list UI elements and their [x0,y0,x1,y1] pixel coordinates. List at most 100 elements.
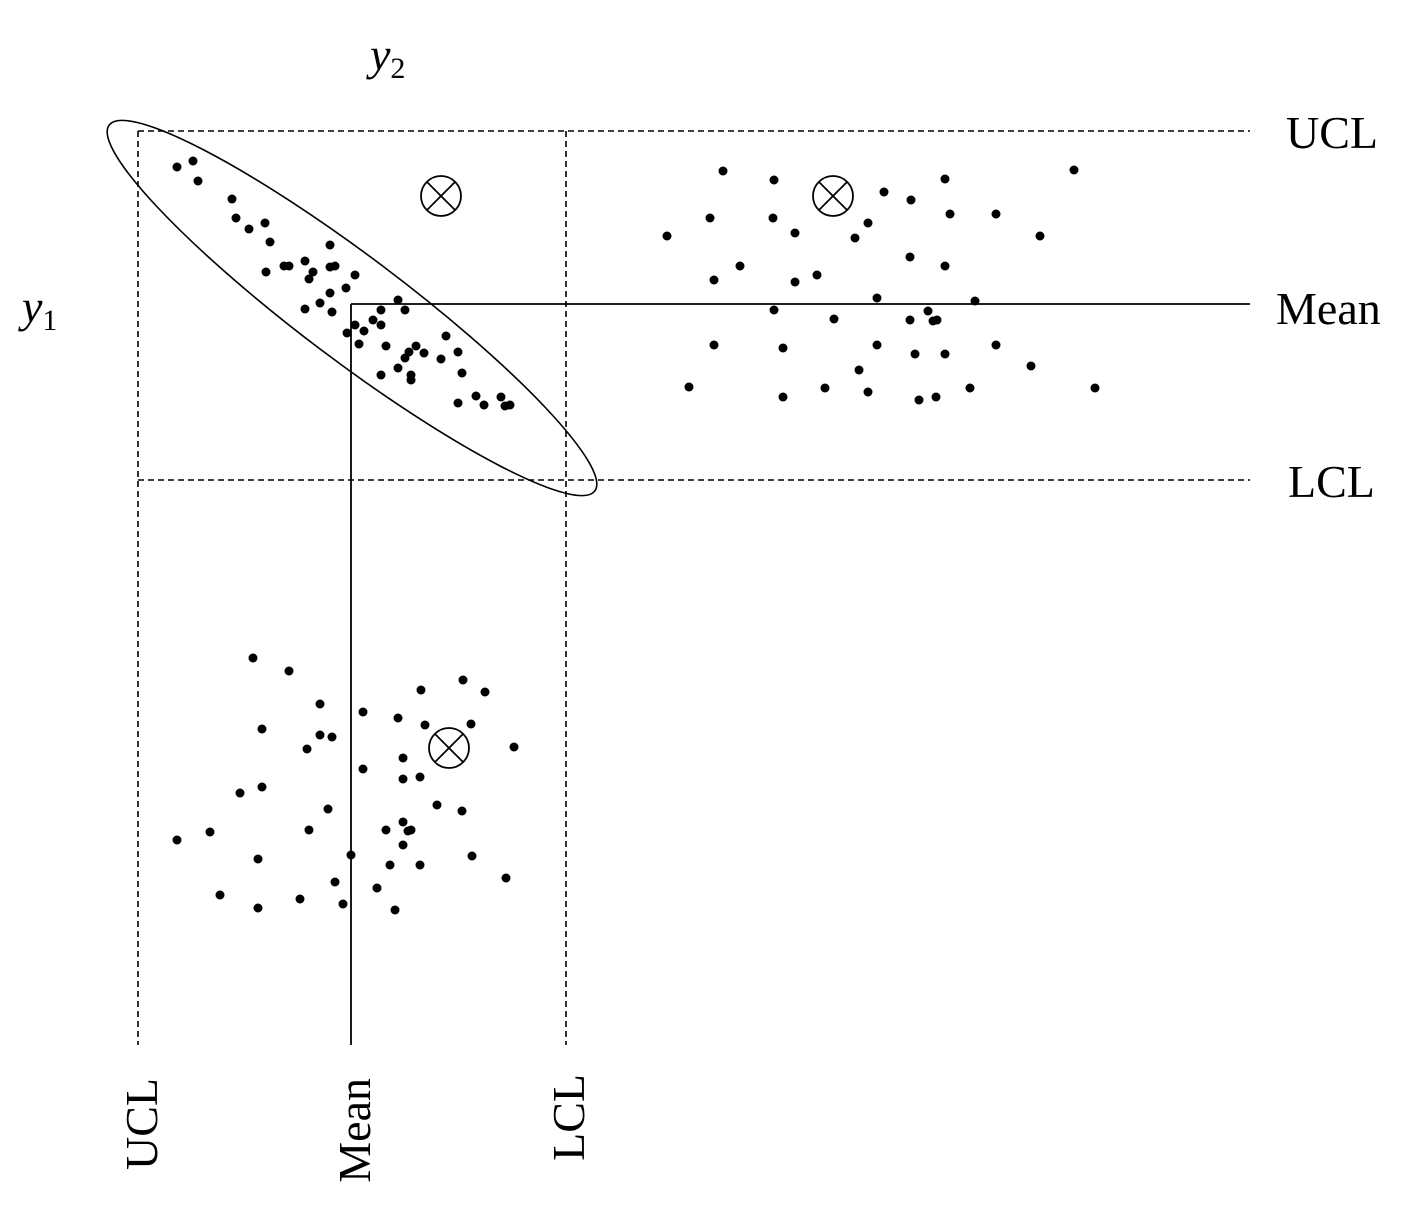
cluster-mean-marker [420,175,462,217]
point [458,675,468,685]
point [398,840,408,850]
point [829,314,839,324]
point [820,383,830,393]
point [790,228,800,238]
point [854,365,864,375]
point [358,707,368,717]
point [404,347,414,357]
point [411,341,421,351]
subscript: 1 [42,304,57,337]
point [970,296,980,306]
point [325,288,335,298]
symbol: y [366,29,391,80]
point [393,713,403,723]
point [965,383,975,393]
point [172,162,182,172]
point [376,370,386,380]
point [940,261,950,271]
point [300,256,310,266]
point [253,854,263,864]
point [406,375,416,385]
symbol: y [18,281,43,332]
point [850,233,860,243]
point [253,903,263,913]
point [684,382,694,392]
point [260,218,270,228]
point [390,905,400,915]
point [325,240,335,250]
ucl-label: UCL [116,1078,167,1170]
point [398,774,408,784]
marker-circle [420,175,462,217]
point [235,788,245,798]
point [372,883,382,893]
point [496,392,506,402]
point [931,392,941,402]
point [330,261,340,271]
cluster-mean-marker [812,175,854,217]
point [453,347,463,357]
point [905,315,915,325]
point [778,343,788,353]
lcl-label: LCL [543,1074,594,1161]
point [354,339,364,349]
point [415,772,425,782]
point [350,320,360,330]
marker-cross [818,181,848,211]
point [205,827,215,837]
point [457,806,467,816]
point [940,349,950,359]
point [193,176,203,186]
point [215,890,225,900]
confidence-ellipse [106,119,598,497]
point [415,860,425,870]
point [346,850,356,860]
point [315,298,325,308]
point [385,860,395,870]
point [879,187,889,197]
point [769,305,779,315]
point [398,817,408,827]
data-points [172,156,1100,915]
marker-circle [428,727,470,769]
point [872,293,882,303]
point [284,666,294,676]
point [265,237,275,247]
point [323,804,333,814]
point [812,270,822,280]
point [284,261,294,271]
cluster-mean-marker [428,727,470,769]
marker-cross [426,181,456,211]
point [358,764,368,774]
point [315,699,325,709]
point [501,873,511,883]
point [381,341,391,351]
point [393,363,403,373]
point [509,742,519,752]
point [872,340,882,350]
point [790,277,800,287]
point [231,213,241,223]
point [400,305,410,315]
point [1090,383,1100,393]
point [419,348,429,358]
cluster-centers [420,175,854,769]
point [709,340,719,350]
point [420,720,430,730]
subscript: 2 [390,52,405,85]
marker-circle [812,175,854,217]
mean-label: Mean [1276,283,1381,334]
point [441,331,451,341]
point [906,195,916,205]
point [304,274,314,284]
point [467,851,477,861]
point [923,306,933,316]
point [914,395,924,405]
point [338,899,348,909]
point [368,315,378,325]
point [1026,361,1036,371]
point [261,267,271,277]
point [327,307,337,317]
